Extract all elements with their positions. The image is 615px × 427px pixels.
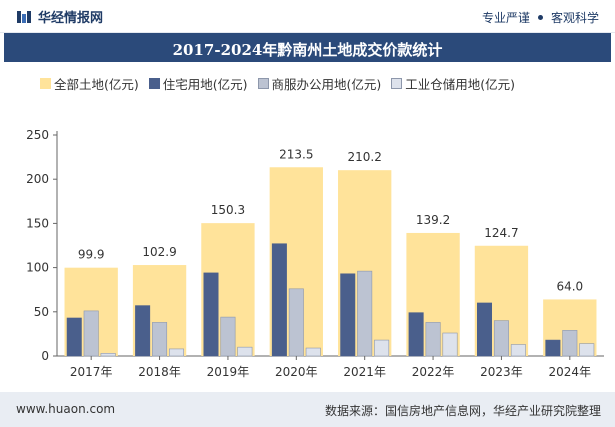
bar-industrial — [510, 344, 526, 357]
bar-commercial — [425, 322, 441, 357]
y-tick-label: 0 — [41, 349, 49, 363]
bar-industrial — [579, 343, 595, 357]
x-tick-label: 2024年 — [549, 365, 592, 379]
bar-commercial — [288, 288, 304, 357]
data-label-total: 139.2 — [416, 213, 450, 227]
data-label-total: 210.2 — [348, 150, 382, 164]
bar-residential — [408, 312, 424, 357]
data-label-total: 213.5 — [279, 147, 313, 161]
bar-industrial — [168, 348, 184, 357]
bar-residential — [135, 305, 151, 357]
x-tick-label: 2021年 — [343, 365, 386, 379]
legend-item-total: 全部土地(亿元) — [40, 74, 139, 93]
legend-swatch-industrial — [391, 77, 403, 89]
legend-label-commercial: 商服办公用地(亿元) — [271, 76, 382, 92]
legend-item-commercial: 商服办公用地(亿元) — [257, 74, 382, 93]
x-tick-label: 2020年 — [275, 365, 318, 379]
brand[interactable]: 华经情报网 — [16, 7, 103, 26]
title-bar: 2017-2024年黔南州土地成交价款统计 — [4, 33, 611, 62]
footer-website-link[interactable]: www.huaon.com — [16, 402, 116, 416]
bar-commercial — [220, 316, 236, 357]
huajing-logo-icon — [17, 10, 31, 23]
chart-legend: 全部土地(亿元) 住宅用地(亿元) 商服办公用地(亿元) 工业仓储用地(亿元) — [40, 72, 600, 94]
data-label-total: 64.0 — [556, 279, 583, 293]
legend-swatch-residential — [148, 77, 160, 89]
data-label-total: 150.3 — [211, 203, 245, 217]
legend-item-residential: 住宅用地(亿元) — [148, 74, 248, 93]
y-tick-label: 250 — [26, 128, 49, 142]
y-tick-label: 50 — [34, 305, 49, 319]
legend-label-industrial: 工业仓储用地(亿元) — [405, 76, 516, 92]
legend-swatch-total — [40, 77, 51, 89]
data-label-total: 102.9 — [142, 245, 176, 259]
bar-commercial — [152, 322, 168, 357]
chart-title: 2017-2024年黔南州土地成交价款统计 — [172, 41, 443, 59]
bar-residential — [271, 243, 287, 357]
bar-residential — [477, 302, 493, 357]
bar-residential — [545, 339, 561, 357]
tag-separator-icon — [537, 15, 543, 20]
tagline: 专业严谨 客观科学 — [482, 9, 599, 26]
legend-label-residential: 住宅用地(亿元) — [162, 76, 248, 92]
bar-residential — [66, 317, 82, 357]
bar-commercial — [562, 330, 578, 357]
bar-commercial — [357, 270, 373, 357]
x-tick-label: 2022年 — [412, 365, 455, 379]
x-tick-label: 2018年 — [138, 365, 181, 379]
bar-residential — [340, 273, 356, 357]
bar-industrial — [305, 347, 321, 357]
y-tick-label: 100 — [26, 261, 49, 275]
x-tick-label: 2017年 — [70, 365, 113, 379]
y-tick-label: 150 — [26, 216, 49, 230]
bar-industrial — [374, 339, 390, 357]
legend-swatch-commercial — [257, 77, 269, 89]
footer-source: 数据来源：国信房地产信息网，华经产业研究院整理 — [324, 404, 601, 418]
bar-industrial — [100, 353, 116, 357]
bar-residential — [203, 272, 219, 357]
brand-name: 华经情报网 — [38, 11, 104, 26]
x-tick-label: 2019年 — [207, 365, 250, 379]
x-tick-label: 2023年 — [480, 365, 523, 379]
footer: www.huaon.com 数据来源：国信房地产信息网，华经产业研究院整理 — [0, 392, 615, 427]
legend-label-total: 全部土地(亿元) — [54, 76, 139, 92]
data-label-total: 124.7 — [484, 226, 518, 240]
tag-objective: 客观科学 — [550, 11, 599, 25]
bar-industrial — [237, 346, 253, 357]
bar-industrial — [442, 332, 458, 357]
bar-chart: 0 50 100 150 200 250 99.9 2017年 102.9 2018年 150.3 2… — [26, 128, 604, 379]
top-bar: 华经情报网 专业严谨 客观科学 — [0, 0, 615, 33]
legend-item-industrial: 工业仓储用地(亿元) — [391, 74, 515, 93]
tag-professional: 专业严谨 — [481, 11, 530, 25]
y-tick-label: 200 — [26, 172, 49, 186]
bar-commercial — [493, 320, 509, 357]
bar-commercial — [83, 310, 99, 357]
data-label-total: 99.9 — [78, 248, 105, 262]
